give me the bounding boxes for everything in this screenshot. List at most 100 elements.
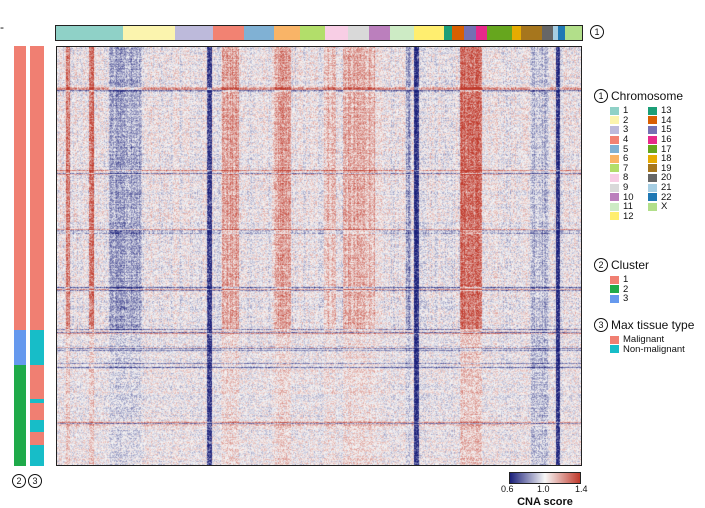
chromosome-legend-item: X xyxy=(648,201,680,212)
chromosome-legend-item: 16 xyxy=(648,134,680,145)
tissue-swatch xyxy=(610,335,619,344)
chromosome-legend-item: 18 xyxy=(648,153,680,164)
tissue-legend-label: Non-malignant xyxy=(623,343,685,355)
chromosome-legend-label: 21 xyxy=(661,182,672,194)
tissue-segment xyxy=(30,46,44,330)
chromosome-legend-label: 12 xyxy=(623,210,634,222)
chromosome-legend-item: 1 xyxy=(610,105,642,117)
cluster-legend-label: 3 xyxy=(623,293,629,305)
chromosome-legend-item: 22 xyxy=(648,191,680,203)
chromosome-swatch xyxy=(610,145,619,154)
chromosome-swatch xyxy=(648,154,657,163)
chromosome-swatch xyxy=(648,125,657,134)
chromosome-segment-7 xyxy=(299,26,325,40)
chromosome-swatch xyxy=(610,202,619,211)
chromosome-legend-item: 13 xyxy=(648,105,680,116)
corner-mark: - xyxy=(0,20,4,34)
chromosome-swatch xyxy=(648,106,657,115)
tissue-legend-marker: 3 xyxy=(594,318,608,332)
chromosome-legend-label: 3 xyxy=(623,124,629,136)
tissue-swatch xyxy=(610,345,619,354)
chromosome-segment-9 xyxy=(348,26,370,40)
chromosome-legend-label: 22 xyxy=(661,191,672,203)
chromosome-legend-label: 17 xyxy=(661,143,672,155)
cluster-swatch xyxy=(610,294,619,303)
chromosome-segment-10 xyxy=(369,26,391,40)
chromosome-segment-X xyxy=(565,26,582,40)
tissue-column-marker: 3 xyxy=(28,474,42,488)
annotation-column-markers: 2 3 xyxy=(12,474,42,488)
chromosome-legend: 1 Chromosome 1 2 3 4 5 6 7 8 9 10 11 12 13 14 15 16 17 1… xyxy=(594,89,684,222)
cluster-swatch xyxy=(610,275,619,284)
cluster-legend-marker: 2 xyxy=(594,258,608,272)
cluster-legend-item: 2 xyxy=(610,284,649,295)
chromosome-swatch xyxy=(648,202,657,211)
chromosome-segment-13 xyxy=(443,26,453,40)
chromosome-segment-1 xyxy=(56,26,123,40)
chromosome-swatch xyxy=(610,183,619,192)
chromosome-legend-label: 2 xyxy=(623,114,629,126)
chromosome-legend-label: 1 xyxy=(623,105,629,117)
chromosome-legend-label: 9 xyxy=(623,182,629,194)
tissue-segment xyxy=(30,403,44,420)
chromosome-segment-8 xyxy=(324,26,349,40)
chromosome-swatch xyxy=(648,135,657,144)
chromosome-segment-21 xyxy=(552,26,558,40)
chromosome-legend-title: Chromosome xyxy=(611,89,684,103)
chromosome-legend-item: 3 xyxy=(610,124,642,136)
tissue-legend-item: Malignant xyxy=(610,334,694,345)
cluster-legend-title: Cluster xyxy=(611,258,650,272)
tissue-segment xyxy=(30,329,44,366)
chromosome-legend-item: 8 xyxy=(610,172,642,184)
chromosome-legend-item: 6 xyxy=(610,153,642,164)
chromosome-legend-label: 8 xyxy=(623,172,629,184)
tissue-annotation-column xyxy=(30,46,44,466)
colorbar-label: CNA score xyxy=(517,496,573,508)
chromosome-segment-4 xyxy=(213,26,244,40)
chromosome-legend-item: 7 xyxy=(610,162,642,174)
chromosome-segment-16 xyxy=(475,26,488,40)
chromosome-legend-label: 20 xyxy=(661,172,672,184)
chromosome-legend-label: 7 xyxy=(623,162,629,174)
chromosome-segment-19 xyxy=(520,26,543,40)
chromosome-legend-item: 9 xyxy=(610,182,642,194)
cluster-legend-label: 1 xyxy=(623,274,629,286)
colorbar-tick-min: 0.6 xyxy=(501,484,514,494)
chromosome-legend-label: 15 xyxy=(661,124,672,136)
chromosome-legend-item: 5 xyxy=(610,143,642,155)
chromosome-segment-11 xyxy=(390,26,414,40)
chromosome-segment-12 xyxy=(413,26,444,40)
chromosome-segment-6 xyxy=(273,26,300,40)
cna-heatmap xyxy=(56,46,582,466)
chromosome-swatch xyxy=(648,116,657,125)
cluster-segment xyxy=(14,46,26,330)
chromosome-swatch xyxy=(610,106,619,115)
chromosome-segment-5 xyxy=(243,26,274,40)
chromosome-swatch xyxy=(610,173,619,182)
chromosome-legend-item: 15 xyxy=(648,124,680,136)
chromosome-legend-label: 10 xyxy=(623,191,634,203)
chromosome-legend-label: 5 xyxy=(623,143,629,155)
chromosome-swatch xyxy=(648,173,657,182)
chromosome-swatch xyxy=(610,193,619,202)
chromosome-legend-item: 21 xyxy=(648,182,680,194)
chromosome-annotation-bar xyxy=(55,25,583,41)
chromosome-swatch xyxy=(648,183,657,192)
chromosome-segment-3 xyxy=(174,26,214,40)
tissue-segment xyxy=(30,419,44,433)
tissue-legend-title: Max tissue type xyxy=(611,318,695,332)
chromosome-legend-label: 4 xyxy=(623,134,629,146)
chromosome-legend-item: 19 xyxy=(648,162,680,174)
cna-colorbar xyxy=(509,472,581,484)
colorbar-tick-mid: 1.0 xyxy=(537,484,550,494)
chromosome-swatch xyxy=(610,154,619,163)
chromosome-swatch xyxy=(648,164,657,173)
chromosome-bar-marker: 1 xyxy=(590,25,604,39)
chromosome-legend-label: 14 xyxy=(661,114,672,126)
chromosome-legend-label: 19 xyxy=(661,162,672,174)
chromosome-swatch xyxy=(648,145,657,154)
tissue-segment xyxy=(30,445,44,466)
chromosome-legend-item: 14 xyxy=(648,114,680,126)
chromosome-legend-item: 11 xyxy=(610,201,642,212)
